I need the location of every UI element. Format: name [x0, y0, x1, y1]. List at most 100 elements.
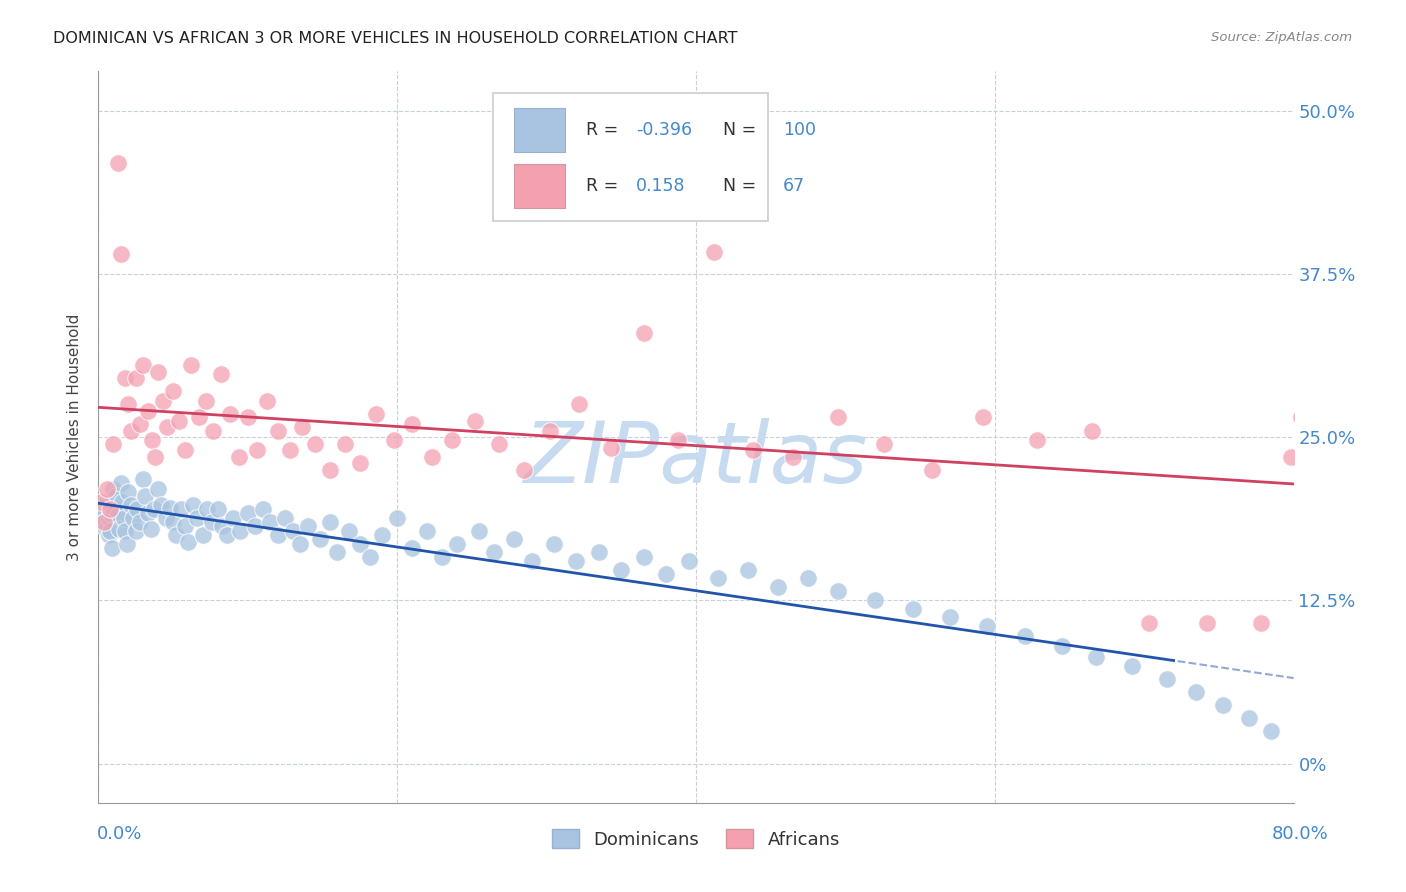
Point: [98, 506, 122, 520]
Point: [1137, 615, 1160, 630]
Point: [1237, 711, 1260, 725]
Point: [115, 537, 138, 551]
Point: [319, 515, 342, 529]
Point: [107, 155, 129, 169]
Point: [610, 563, 633, 577]
Point: [207, 502, 229, 516]
Point: [256, 393, 278, 408]
Point: [108, 521, 131, 535]
Point: [143, 450, 166, 464]
Text: 67: 67: [783, 178, 806, 195]
Point: [1121, 658, 1143, 673]
Point: [319, 463, 342, 477]
Point: [1289, 410, 1312, 425]
Point: [703, 244, 725, 259]
Point: [568, 397, 591, 411]
Point: [177, 534, 200, 549]
Point: [382, 433, 405, 447]
Point: [222, 511, 245, 525]
Point: [111, 495, 134, 509]
Point: [191, 528, 214, 542]
Point: [141, 433, 163, 447]
Point: [180, 358, 202, 372]
Point: [110, 247, 132, 261]
Text: R =: R =: [586, 178, 630, 195]
Point: [1050, 639, 1073, 653]
Point: [401, 541, 423, 555]
Point: [333, 436, 356, 450]
Point: [939, 610, 962, 624]
Point: [278, 443, 301, 458]
Point: [201, 515, 224, 529]
Point: [538, 424, 561, 438]
Point: [502, 532, 524, 546]
Text: ZIPatlas: ZIPatlas: [524, 417, 868, 500]
Point: [165, 528, 187, 542]
Point: [339, 524, 361, 538]
Point: [678, 554, 700, 568]
Point: [96, 483, 118, 497]
Point: [246, 443, 269, 458]
Point: [245, 519, 267, 533]
Point: [195, 393, 218, 408]
Point: [401, 417, 423, 431]
Text: R =: R =: [586, 121, 624, 139]
Point: [98, 524, 122, 538]
Point: [385, 511, 409, 525]
Point: [197, 502, 219, 516]
Point: [107, 508, 129, 523]
Point: [416, 524, 439, 538]
Point: [155, 511, 177, 525]
Point: [97, 528, 120, 542]
Point: [766, 580, 789, 594]
Point: [976, 619, 998, 633]
Point: [655, 567, 678, 582]
Point: [132, 472, 155, 486]
Point: [159, 500, 181, 515]
FancyBboxPatch shape: [515, 164, 565, 208]
FancyBboxPatch shape: [515, 108, 565, 152]
Point: [430, 550, 453, 565]
Point: [599, 441, 621, 455]
Point: [120, 424, 142, 438]
Point: [349, 456, 371, 470]
Point: [152, 393, 174, 408]
Point: [737, 563, 759, 577]
Point: [349, 537, 371, 551]
Point: [371, 528, 394, 542]
Point: [326, 545, 349, 559]
Point: [633, 550, 655, 565]
Point: [105, 489, 128, 503]
Point: [121, 511, 143, 525]
Text: -0.396: -0.396: [637, 121, 692, 139]
Point: [865, 593, 887, 607]
Point: [97, 511, 120, 525]
Point: [291, 419, 314, 434]
Legend: Dominicans, Africans: Dominicans, Africans: [544, 822, 848, 856]
Point: [901, 602, 924, 616]
Point: [127, 502, 149, 516]
Point: [252, 502, 274, 516]
Point: [186, 511, 208, 525]
Point: [98, 502, 122, 516]
Point: [446, 537, 468, 551]
Point: [209, 368, 232, 382]
Point: [1250, 615, 1272, 630]
Point: [229, 524, 252, 538]
Point: [167, 414, 190, 428]
Point: [150, 498, 173, 512]
Point: [827, 410, 849, 425]
Point: [1212, 698, 1234, 712]
Point: [1185, 685, 1208, 699]
Point: [156, 419, 179, 434]
Point: [274, 511, 297, 525]
Point: [93, 515, 115, 529]
Point: [187, 410, 209, 425]
Point: [633, 326, 655, 340]
Point: [114, 371, 136, 385]
Point: [741, 443, 763, 458]
Point: [174, 443, 197, 458]
Point: [267, 528, 290, 542]
Text: DOMINICAN VS AFRICAN 3 OR MORE VEHICLES IN HOUSEHOLD CORRELATION CHART: DOMINICAN VS AFRICAN 3 OR MORE VEHICLES …: [53, 31, 738, 46]
Point: [464, 414, 486, 428]
